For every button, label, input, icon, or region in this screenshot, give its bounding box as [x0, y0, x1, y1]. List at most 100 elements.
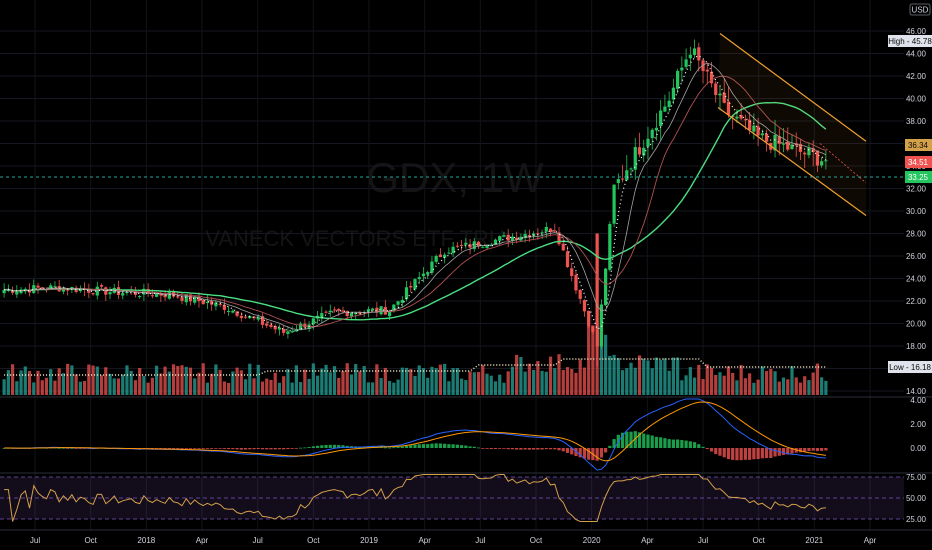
- volume-bar: [489, 375, 493, 395]
- volume-bar: [184, 366, 188, 395]
- candle-body: [786, 141, 790, 150]
- candle-body: [629, 168, 633, 170]
- candle-body: [760, 133, 764, 136]
- macd-histogram-bar: [769, 448, 773, 459]
- volume-bar: [680, 380, 684, 395]
- candle-body: [451, 246, 455, 254]
- candle-body: [574, 274, 578, 291]
- volume-bar: [769, 368, 773, 395]
- macd-histogram-bar: [468, 446, 472, 448]
- volume-bar: [66, 363, 70, 395]
- candle-body: [176, 296, 180, 298]
- candle-body: [498, 236, 502, 241]
- macd-histogram-bar: [489, 448, 493, 450]
- rsi-axis[interactable]: 75.00 50.00 25.00: [906, 473, 927, 524]
- volume-bar: [307, 378, 311, 395]
- macd-histogram-bar: [794, 448, 798, 453]
- candle-body: [637, 147, 642, 155]
- candle-body: [311, 318, 315, 325]
- price-tick-label: 18.00: [906, 342, 927, 351]
- macd-histogram-bar: [803, 448, 807, 453]
- candle-body: [472, 241, 476, 249]
- time-tick-label: Apr: [864, 536, 877, 545]
- macd-histogram-bar: [701, 446, 705, 448]
- time-axis[interactable]: Jul Oct 2018 Apr Jul Oct 2019 Apr Jul Oct 2020 Apr J…: [30, 536, 877, 545]
- volume-bar: [591, 325, 595, 395]
- time-tick-label: Apr: [418, 536, 431, 545]
- volume-bar: [468, 371, 472, 395]
- volume-bar: [2, 379, 6, 395]
- macd-histogram-bar: [184, 448, 188, 449]
- volume-bar: [426, 377, 430, 395]
- macd-histogram-bar: [663, 438, 667, 448]
- volume-bar: [739, 365, 743, 395]
- volume-bar: [421, 368, 426, 395]
- macd-axis[interactable]: 4.00 2.00 0.00: [910, 396, 926, 453]
- macd-histogram-bar: [646, 434, 650, 448]
- volume-bar: [44, 377, 49, 395]
- macd-histogram-bar: [260, 448, 265, 450]
- macd-histogram-bar: [459, 445, 464, 448]
- candle-body: [235, 311, 239, 316]
- candle-body: [743, 119, 748, 121]
- candle-body: [155, 293, 159, 297]
- candle-body: [354, 312, 358, 315]
- low-badge-label: Low - 16.18: [889, 363, 931, 372]
- candle-body: [790, 144, 794, 149]
- price-tick-label: 46.00: [906, 27, 927, 36]
- volume-bar: [807, 380, 811, 395]
- candle-body: [455, 245, 459, 247]
- macd-histogram-bar: [709, 448, 714, 452]
- volume-bar: [332, 366, 337, 395]
- time-tick-label: 2019: [360, 536, 378, 545]
- macd-histogram-bar: [201, 448, 205, 449]
- volume-bar: [493, 381, 498, 395]
- candle-body: [53, 286, 57, 288]
- volume-bar: [197, 372, 201, 395]
- macd-histogram-bar: [210, 448, 214, 449]
- volume-bar: [371, 382, 375, 395]
- volume-bar: [718, 372, 722, 395]
- volume-bar: [798, 382, 803, 395]
- macd-histogram-bar: [536, 448, 540, 450]
- volume-bar: [231, 371, 235, 395]
- macd-histogram-bar: [773, 448, 777, 457]
- price-axis[interactable]: 46.0044.0042.0040.0038.0036.0034.0032.00…: [906, 27, 927, 396]
- candle-body: [193, 296, 197, 303]
- line-price-badge: [905, 171, 932, 183]
- currency-badge[interactable]: [909, 3, 931, 16]
- macd-histogram-bar: [239, 448, 243, 450]
- volume-bar: [760, 366, 764, 395]
- macd-histogram-bar: [752, 448, 756, 460]
- macd-histogram-bar: [667, 439, 671, 448]
- price-tick-label: 40.00: [906, 95, 927, 104]
- volume-ma-line: [4, 358, 826, 376]
- macd-histogram-bar: [565, 448, 570, 453]
- macd-histogram-bar: [383, 447, 387, 449]
- macd-histogram-bar: [671, 439, 675, 448]
- macd-histogram-bar: [434, 443, 438, 448]
- candle-body: [320, 313, 324, 318]
- volume-bar: [239, 370, 243, 395]
- volume-bar: [74, 374, 78, 395]
- volume-bar: [91, 365, 95, 395]
- volume-bar: [667, 370, 671, 395]
- candle-body: [824, 160, 828, 162]
- volume-bar: [519, 356, 523, 395]
- volume-bar: [23, 366, 27, 395]
- macd-histogram-bar: [642, 433, 646, 448]
- macd-histogram-bar: [578, 448, 582, 458]
- candle-body: [49, 285, 53, 290]
- volume-bar: [548, 356, 553, 395]
- macd-histogram-bar: [523, 448, 527, 450]
- volume-bar: [515, 354, 519, 395]
- macd-histogram-bar: [315, 445, 320, 448]
- candle-body: [523, 234, 527, 239]
- volume-bar: [625, 368, 629, 395]
- candle-body: [506, 234, 510, 241]
- volume-bar: [210, 373, 214, 395]
- high-badge: [888, 35, 932, 47]
- macd-histogram-bar: [493, 448, 498, 450]
- volume-bar: [290, 382, 294, 395]
